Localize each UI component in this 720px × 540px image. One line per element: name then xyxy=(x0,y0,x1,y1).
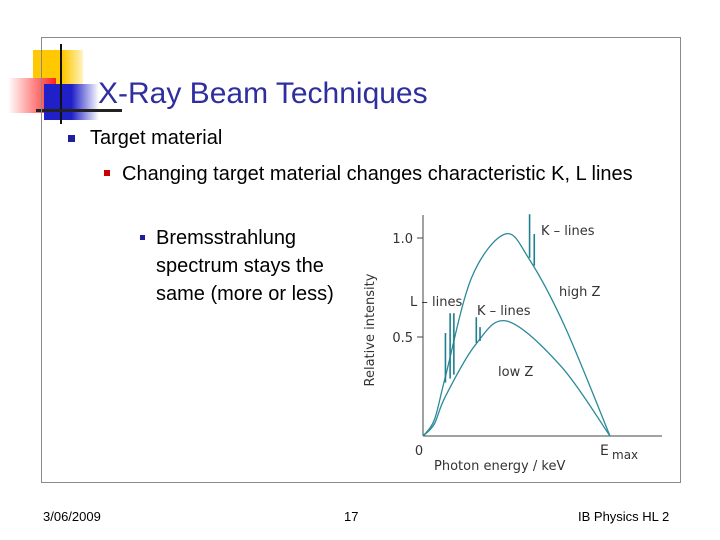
annotation-k-lines-high: K – lines xyxy=(541,224,595,239)
footer-date: 3/06/2009 xyxy=(43,509,101,524)
series-label-low-z: low Z xyxy=(498,365,533,380)
x-tick-label-emax-sub: max xyxy=(612,448,638,462)
x-axis-label: Photon energy / keV xyxy=(434,459,565,474)
footer-course: IB Physics HL 2 xyxy=(578,509,670,524)
bullet-text: Target material xyxy=(90,127,223,149)
y-axis-label: Relative intensity xyxy=(363,273,378,386)
bullet-text: Changing target material changes charact… xyxy=(122,163,633,185)
square-bullet-icon xyxy=(140,235,145,240)
square-bullet-icon xyxy=(104,170,110,176)
slide-frame xyxy=(41,37,681,483)
x-tick-label-emax: E xyxy=(600,443,609,459)
bullet-text: Bremsstrahlung spectrum stays the same (… xyxy=(156,227,334,305)
footer-page-number: 17 xyxy=(344,509,359,524)
y-tick-label: 0.5 xyxy=(392,331,413,346)
series-line-low-z xyxy=(422,319,611,437)
slide-title: X-Ray Beam Techniques xyxy=(98,77,428,110)
annotation-l-lines: L – lines xyxy=(410,295,462,310)
y-tick-label: 1.0 xyxy=(392,232,413,247)
x-tick-label-zero: 0 xyxy=(415,444,423,459)
square-bullet-icon xyxy=(68,135,75,142)
series-label-high-z: high Z xyxy=(559,285,600,300)
annotation-k-lines-low: K – lines xyxy=(477,304,531,319)
series-line-high-z xyxy=(422,233,611,437)
